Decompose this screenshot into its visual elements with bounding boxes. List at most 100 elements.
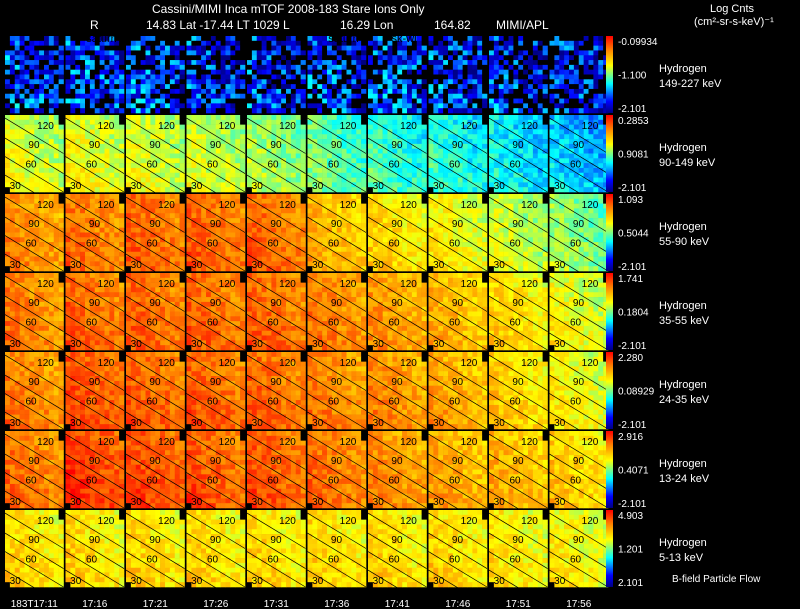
heat-cell <box>75 134 81 140</box>
heat-cell <box>19 153 25 159</box>
heat-cell <box>377 172 383 178</box>
heat-cell <box>300 129 306 135</box>
heat-cell <box>14 119 20 125</box>
heat-cell <box>201 129 207 135</box>
heat-cell <box>307 74 313 80</box>
heat-cell <box>94 139 100 145</box>
heat-cell <box>452 69 459 75</box>
heat-cell <box>300 198 306 204</box>
heat-cell <box>295 79 301 85</box>
heat-cell <box>387 182 393 188</box>
heat-cell <box>407 129 413 135</box>
heat-cell <box>5 203 11 209</box>
panel <box>428 36 488 114</box>
heat-cell <box>271 74 277 80</box>
heat-cell <box>300 88 306 95</box>
heat-cell <box>215 129 221 135</box>
heat-cell <box>169 148 176 154</box>
heat-cell <box>179 134 185 140</box>
heat-cell <box>472 134 478 140</box>
heat-cell <box>416 129 422 135</box>
heat-cell <box>165 119 171 125</box>
heat-cell <box>53 194 59 200</box>
heat-cell <box>397 124 403 130</box>
heat-cell <box>317 74 323 80</box>
heat-cell <box>346 88 352 95</box>
heat-cell <box>160 218 166 224</box>
heat-cell <box>276 246 282 253</box>
heat-cell <box>220 227 226 233</box>
heat-cell <box>48 98 55 104</box>
heat-cell <box>174 246 180 253</box>
heat-cell <box>549 45 555 51</box>
heat-cell <box>225 88 231 95</box>
heat-cell <box>407 69 413 75</box>
heat-cell <box>457 129 463 135</box>
heat-cell <box>387 124 393 130</box>
heat-cell <box>452 177 459 183</box>
heat-cell <box>48 129 55 135</box>
heat-cell <box>155 227 161 233</box>
heat-cell <box>130 108 137 114</box>
heat-cell <box>532 74 539 80</box>
heat-cell <box>85 203 91 209</box>
energy-row: 1209060301209060301209060301209060301209… <box>4 115 609 211</box>
heat-cell <box>94 213 100 219</box>
heat-cell <box>201 261 207 267</box>
heat-cell <box>518 103 524 109</box>
heat-cell <box>549 84 555 90</box>
heat-cell <box>85 93 91 99</box>
heat-cell <box>19 167 25 174</box>
heat-cell <box>135 115 141 121</box>
heat-cell <box>578 167 584 174</box>
heat-cell <box>428 134 434 140</box>
heat-cell <box>85 139 91 145</box>
heat-cell <box>482 172 488 178</box>
heat-cell <box>593 115 599 121</box>
heat-cell <box>179 115 185 121</box>
heat-cell <box>351 124 357 130</box>
heat-cell <box>196 103 202 109</box>
heat-cell <box>44 50 50 56</box>
heat-cell <box>573 187 580 193</box>
heat-cell <box>140 198 146 204</box>
heat-cell <box>150 115 156 121</box>
heat-cell <box>19 79 25 85</box>
heat-cell <box>528 93 534 99</box>
heat-cell <box>411 177 418 183</box>
heat-cell <box>210 119 217 125</box>
heat-cell <box>44 148 50 154</box>
heat-cell <box>392 182 398 188</box>
heat-cell <box>24 172 30 178</box>
heat-cell <box>467 36 473 42</box>
heat-cell <box>467 64 473 70</box>
heat-cell <box>286 266 292 272</box>
heat-cell <box>186 36 192 42</box>
heat-cell <box>532 177 539 183</box>
heat-cell <box>225 177 231 183</box>
heat-cell <box>225 203 231 209</box>
heat-cell <box>14 266 20 272</box>
heat-cell <box>9 88 16 95</box>
heat-cell <box>271 227 277 233</box>
heat-cell <box>598 69 604 75</box>
heat-cell <box>518 36 524 42</box>
heat-cell <box>532 119 539 125</box>
heat-cell <box>452 143 459 149</box>
heat-cell <box>230 55 236 61</box>
heat-cell <box>498 143 504 149</box>
heat-cell <box>196 69 202 75</box>
heat-cell <box>508 143 514 149</box>
heat-cell <box>34 134 40 140</box>
heat-cell <box>44 103 50 109</box>
heat-cell <box>346 45 352 51</box>
species-label: Hydrogen <box>659 142 707 154</box>
units-label: (cm²-sr-s-keV)⁻¹ <box>694 16 774 28</box>
heat-cell <box>14 45 20 51</box>
heat-cell <box>448 98 454 104</box>
pitch-angle-label: 120 <box>400 121 417 132</box>
heat-cell <box>44 36 50 42</box>
heat-cell <box>368 69 374 75</box>
heat-cell <box>99 232 105 238</box>
heat-cell <box>603 134 609 140</box>
